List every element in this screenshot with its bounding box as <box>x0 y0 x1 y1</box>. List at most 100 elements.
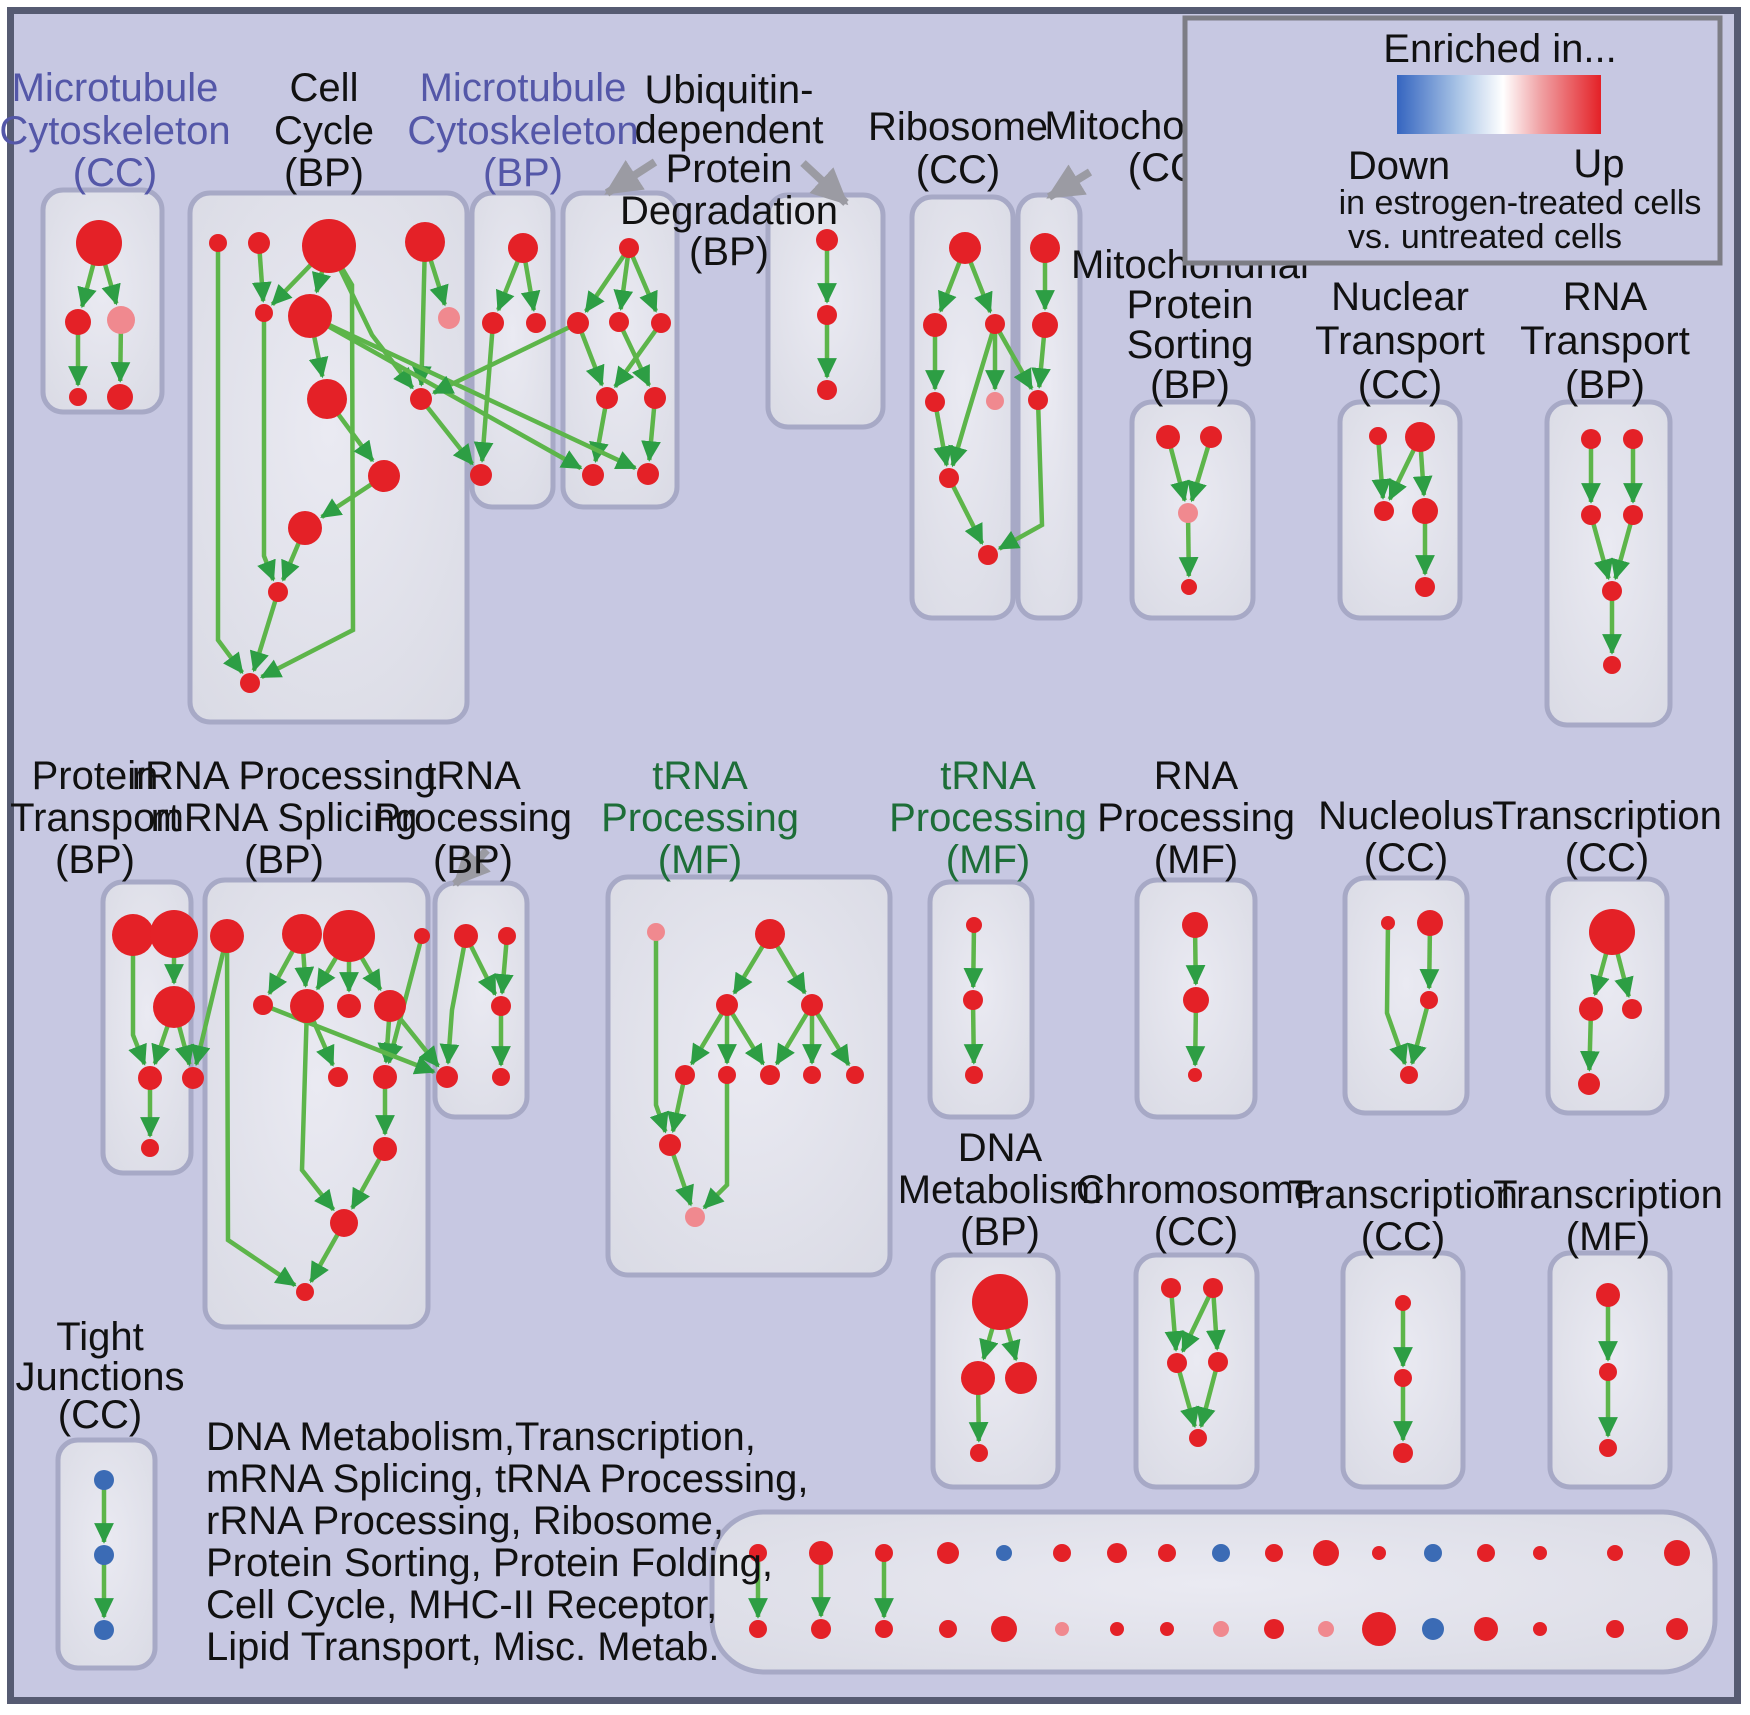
cluster-label-protein-transport: Protein <box>32 754 159 798</box>
node-ubiquitin-1-4 <box>596 387 618 409</box>
cluster-label-transcription-cc-mid: (CC) <box>1565 836 1649 880</box>
cluster-box-nucleolus <box>1342 875 1470 1116</box>
node-chromosome-2 <box>1167 1353 1187 1373</box>
cluster-label-dna-metabolism: (BP) <box>960 1210 1040 1254</box>
cluster-label-mito-sorting: (BP) <box>1150 363 1230 407</box>
node-trna-bp-4 <box>492 1068 510 1086</box>
node-chromosome-3 <box>1208 1352 1228 1372</box>
node-rrna-1 <box>282 914 322 954</box>
edge-nucleolus <box>1419 934 1440 990</box>
cluster-label-rrna: mRNA Splicing <box>151 796 418 840</box>
edge-ubiquitin-1 <box>579 331 605 387</box>
node-trna-mf-large-4 <box>675 1065 695 1085</box>
node-chromosome-0 <box>1161 1278 1181 1298</box>
edge-dna-metabolism <box>979 1327 999 1361</box>
cluster-box-nuclear-transport <box>1337 399 1463 621</box>
ubiquitin-right-arrow <box>800 160 849 206</box>
cluster-label-rna-transport: Transport <box>1520 319 1690 363</box>
cluster-box-dna-metabolism <box>930 1252 1061 1490</box>
node-misc-strip-33 <box>1666 1618 1688 1640</box>
node-microtubule-cc-3 <box>69 388 87 406</box>
node-trna-mf-large-0 <box>647 923 665 941</box>
edge-chromosome <box>1177 1371 1200 1429</box>
cluster-label-tight-junctions: (CC) <box>58 1393 142 1437</box>
cluster-label-tight-junctions: Junctions <box>16 1355 185 1399</box>
node-rrna-2 <box>323 910 375 962</box>
node-rrna-7 <box>374 990 406 1022</box>
edge-trna-bp <box>439 946 467 1065</box>
edge-cell-cycle <box>259 267 356 680</box>
node-misc-strip-26 <box>1264 1619 1284 1639</box>
node-rna-transport-2 <box>1581 505 1601 525</box>
cluster-label-transcription-cc-bottom: Transcription <box>1288 1173 1518 1217</box>
cluster-label-nucleolus: (CC) <box>1364 836 1448 880</box>
node-misc-strip-14 <box>1533 1546 1547 1560</box>
edge-trna-mf-large <box>671 1153 694 1207</box>
node-misc-strip-4 <box>996 1545 1012 1561</box>
edge-transcription-cc-mid <box>1579 1019 1600 1072</box>
annotation-line: Protein Sorting, Protein Folding, <box>206 1541 773 1585</box>
node-ribosome-0 <box>949 232 981 264</box>
node-protein-transport-2 <box>153 986 195 1028</box>
labels: MicrotubuleCytoskeleton(CC)CellCycle(BP)… <box>0 15 1723 1669</box>
node-mitochondrion-0 <box>1030 233 1060 263</box>
cluster-label-trna-mf-small: Processing <box>889 796 1087 840</box>
node-rrna-3 <box>414 928 430 944</box>
node-misc-strip-0 <box>749 1544 767 1562</box>
node-transcription-mf-bottom-1 <box>1599 1363 1617 1381</box>
cluster-label-nuclear-transport: Nuclear <box>1331 275 1469 319</box>
node-protein-transport-4 <box>182 1067 204 1089</box>
cluster-label-rna-processing-mf: (MF) <box>1154 838 1238 882</box>
cluster-box-rna-transport <box>1544 399 1673 728</box>
edge-protein-transport <box>151 1025 171 1066</box>
node-misc-strip-29 <box>1422 1618 1444 1640</box>
edge-cell-cycle <box>411 260 432 387</box>
node-protein-transport-3 <box>138 1066 162 1090</box>
node-microtubule-cc-4 <box>107 384 133 410</box>
cross-edge <box>191 951 226 1067</box>
edge-trna-mf-large <box>775 944 807 995</box>
node-misc-strip-13 <box>1477 1544 1495 1562</box>
node-trna-mf-small-2 <box>965 1066 983 1084</box>
node-dna-metabolism-3 <box>970 1444 988 1462</box>
node-rna-transport-0 <box>1581 429 1601 449</box>
edge-cell-cycle <box>270 263 313 306</box>
cluster-label-cell-cycle: (BP) <box>284 151 364 195</box>
cluster-label-ubiquitin-1: Ubiquitin- <box>645 68 814 112</box>
edge-cell-cycle <box>215 251 245 675</box>
node-transcription-cc-mid-2 <box>1622 999 1642 1019</box>
node-tight-junctions-1 <box>94 1545 114 1565</box>
node-misc-strip-16 <box>1664 1540 1690 1566</box>
node-ribosome-1 <box>923 313 947 337</box>
node-microtubule-cc-0 <box>76 220 122 266</box>
node-mitochondrion-2 <box>1028 390 1048 410</box>
edge-ribosome <box>951 485 985 546</box>
cluster-label-microtubule-cc: (CC) <box>73 151 157 195</box>
cluster-label-rrna: (BP) <box>244 838 324 882</box>
node-rrna-12 <box>296 1283 314 1301</box>
edge-cell-cycle <box>428 259 449 307</box>
node-trna-bp-3 <box>436 1066 458 1088</box>
node-misc-strip-28 <box>1362 1612 1396 1646</box>
node-ribosome-4 <box>986 392 1004 410</box>
edge-trna-mf-small <box>963 931 984 989</box>
edge-ubiquitin-1 <box>641 407 661 462</box>
node-ubiquitin-2-1 <box>817 305 837 325</box>
edge-rrna <box>299 1021 336 1212</box>
cluster-label-ubiquitin-1: (BP) <box>689 230 769 274</box>
node-microtubule-cc-1 <box>65 309 91 335</box>
edge-nuclear-transport <box>1371 443 1392 500</box>
cluster-label-chromosome: (CC) <box>1154 1210 1238 1254</box>
node-cell-cycle-7 <box>307 379 347 419</box>
annotation-line: rRNA Processing, Ribosome, <box>206 1499 724 1543</box>
nodes <box>65 219 1690 1646</box>
node-mitochondrion-1 <box>1032 312 1058 338</box>
trna-bp-arrow <box>452 847 491 887</box>
node-misc-strip-9 <box>1265 1544 1283 1562</box>
legend-up-label: Up <box>1573 142 1624 186</box>
cluster-label-mito-sorting: Protein <box>1127 283 1254 327</box>
cross-edge <box>397 1016 440 1068</box>
cluster-label-microtubule-cc: Cytoskeleton <box>0 109 231 153</box>
edge-nuclear-transport <box>1387 448 1416 501</box>
